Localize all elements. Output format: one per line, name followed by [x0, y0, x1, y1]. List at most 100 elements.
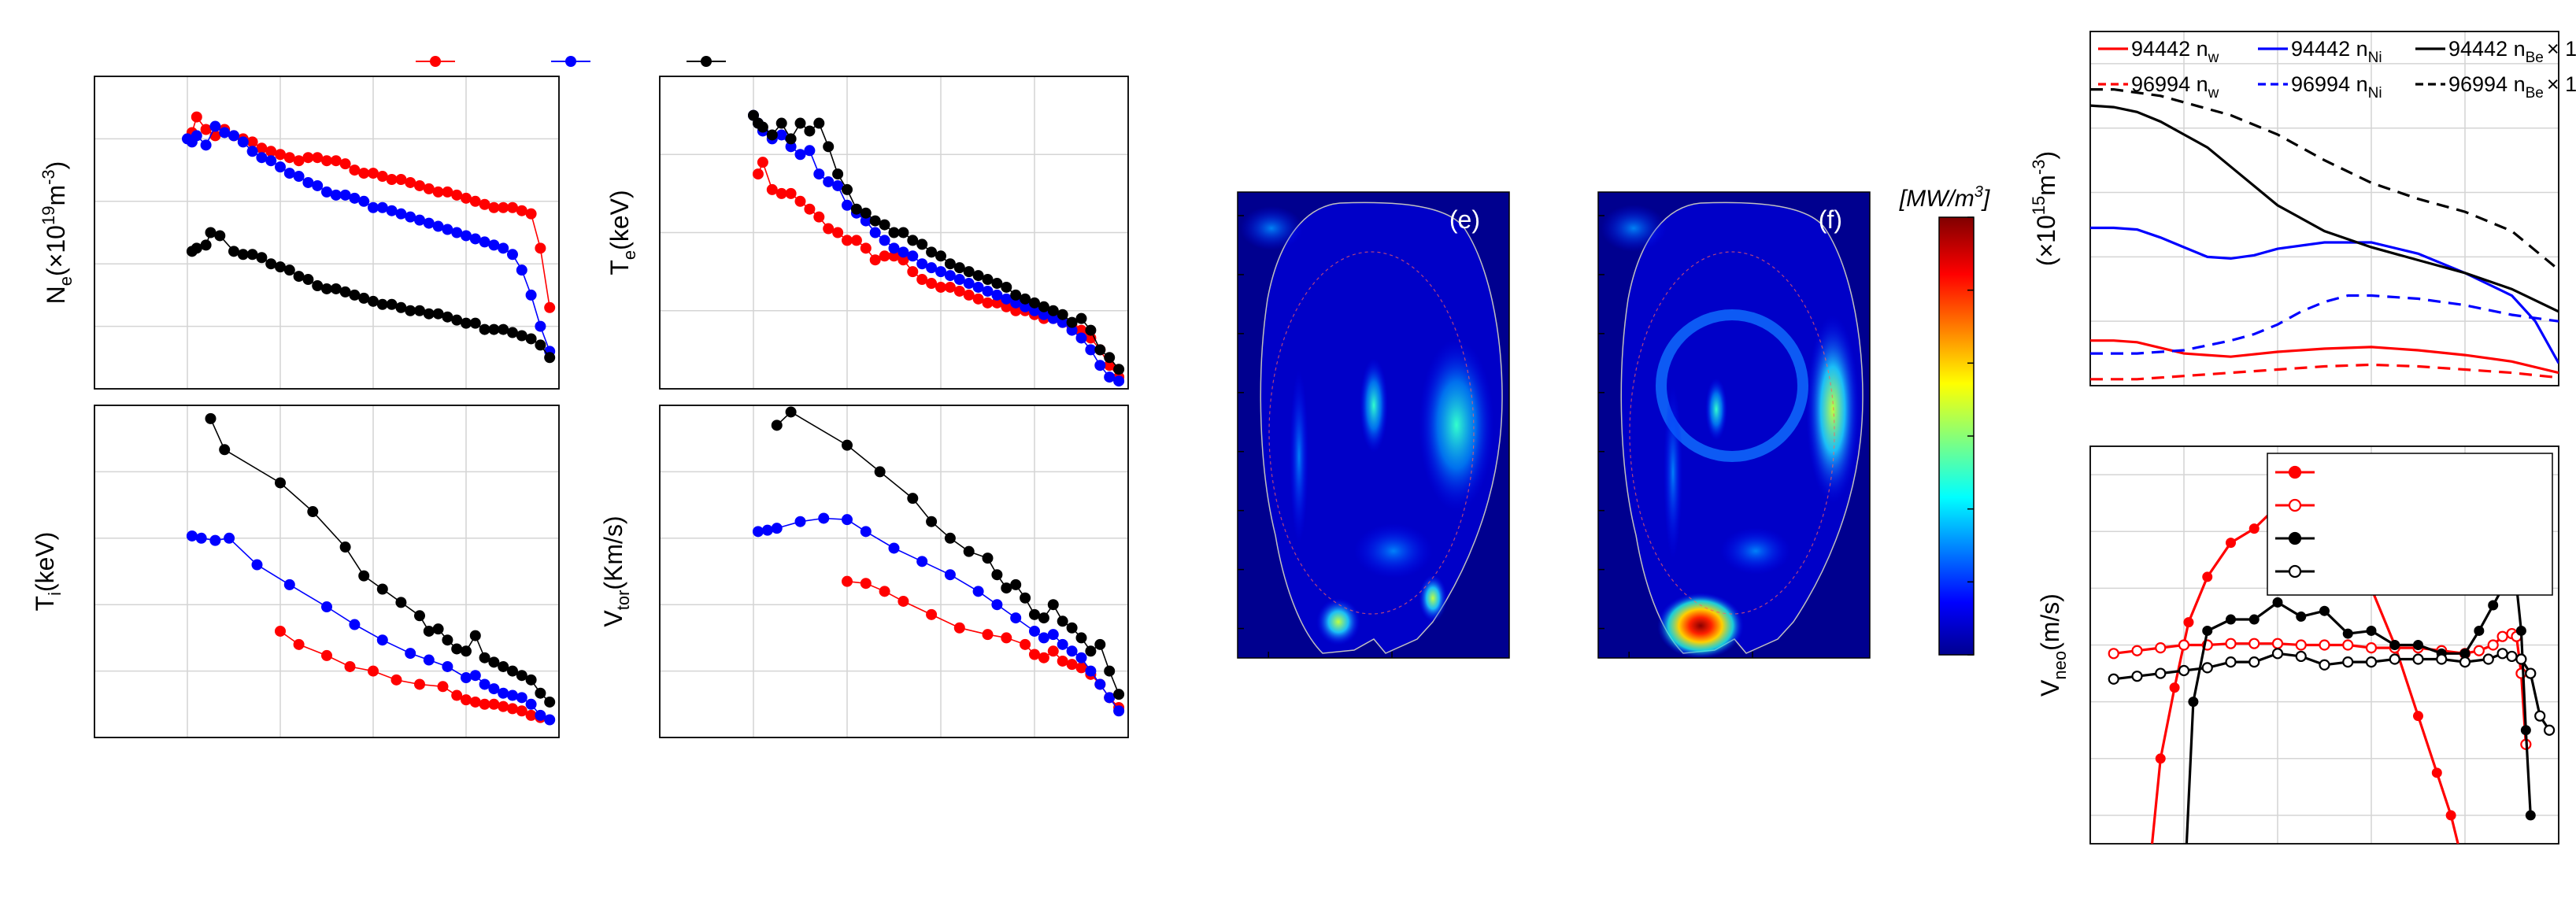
data-point — [344, 660, 356, 672]
data-point — [879, 235, 890, 246]
data-point — [507, 327, 518, 338]
data-point — [2365, 656, 2378, 668]
data-point — [330, 155, 342, 167]
data-point — [2365, 642, 2378, 654]
data-point — [823, 223, 835, 235]
data-point — [982, 285, 994, 297]
panel-b-electron-temperature: Te(keV) — [605, 76, 1129, 390]
data-point — [461, 672, 472, 684]
data-point — [842, 183, 853, 195]
data-point — [237, 249, 249, 261]
data-point — [1057, 309, 1068, 320]
data-point — [283, 264, 295, 276]
data-point — [879, 586, 890, 597]
data-point — [1113, 364, 1125, 375]
data-point — [2319, 605, 2330, 616]
data-point — [991, 278, 1003, 290]
data-point — [479, 652, 490, 663]
data-point — [423, 625, 435, 637]
data-point — [1001, 582, 1012, 594]
panel-a-density: Ne(×1019m-3) — [39, 76, 560, 390]
data-point — [2544, 724, 2556, 736]
data-point — [2272, 597, 2283, 608]
data-point — [1113, 689, 1125, 700]
data-point — [842, 514, 853, 526]
data-point — [200, 124, 212, 135]
series-line-94442-nw — [2090, 339, 2559, 375]
data-point — [785, 406, 797, 418]
data-point — [1020, 638, 1031, 650]
plot-frame — [2089, 445, 2559, 845]
data-point — [488, 683, 500, 695]
data-point — [535, 687, 546, 699]
data-point — [898, 227, 909, 238]
data-point — [395, 597, 407, 608]
data-point — [442, 660, 453, 672]
data-point — [991, 289, 1003, 301]
data-point — [535, 320, 546, 332]
data-point — [376, 171, 388, 183]
colorbar-unit: [MW/m3] — [1899, 183, 1990, 212]
legend-entry-g: 94442 nBe× 10 — [2448, 37, 2576, 66]
data-point — [775, 117, 787, 129]
data-point — [2366, 625, 2377, 636]
data-point — [794, 195, 806, 207]
y-axis-label: Ne(×1019m-3) — [39, 161, 76, 305]
data-point — [1066, 645, 1078, 657]
data-point — [451, 189, 463, 201]
data-point — [1066, 622, 1078, 634]
data-point — [1038, 652, 1049, 663]
data-point — [963, 545, 975, 557]
data-point — [246, 249, 258, 261]
data-point — [1075, 332, 1087, 344]
data-point — [850, 203, 862, 215]
panel-h-neoclassical-velocity: Vneo(m/s) — [2036, 445, 2559, 845]
data-point — [516, 670, 527, 682]
heatmap-f-blob-center — [1705, 378, 1727, 441]
data-point — [1075, 652, 1087, 663]
series-line-94442 — [209, 418, 550, 703]
data-point — [437, 681, 449, 693]
data-point — [1075, 632, 1087, 644]
heatmap-axes — [1238, 215, 1753, 658]
data-point — [368, 201, 379, 213]
data-point — [907, 266, 919, 278]
data-point — [479, 678, 490, 690]
data-point — [200, 139, 212, 151]
data-point — [2342, 628, 2353, 639]
data-point — [1038, 632, 1049, 644]
data-point — [2515, 625, 2526, 636]
data-point — [395, 301, 407, 313]
data-point — [349, 619, 361, 630]
data-point — [2445, 810, 2456, 821]
heatmap-e-blob-divertor — [1316, 598, 1360, 645]
panel-g-impurity-density: (×1015m-3) 94442 nw 94442 nNi 94442 nBe× 10… — [2029, 31, 2576, 386]
data-point — [395, 208, 407, 220]
data-point — [488, 201, 500, 213]
data-point — [926, 608, 938, 620]
data-point — [907, 493, 919, 505]
plot-frame — [659, 76, 1129, 390]
data-point — [1066, 316, 1078, 328]
data-point — [293, 155, 305, 167]
plot-frame — [659, 405, 1129, 738]
series-line-94442-nni — [2090, 226, 2559, 364]
data-point — [191, 130, 202, 142]
data-point — [321, 155, 332, 167]
data-point — [2131, 671, 2143, 682]
data-point — [869, 227, 881, 238]
data-point — [935, 266, 946, 278]
data-point — [358, 168, 370, 179]
data-point — [963, 266, 975, 278]
heatmap-e-blob-right — [1419, 338, 1494, 512]
y-axis-label: Te(keV) — [605, 190, 639, 275]
data-point — [2436, 653, 2448, 665]
data-point — [1113, 375, 1125, 387]
data-point — [200, 239, 212, 251]
data-point — [842, 199, 853, 211]
heatmap-f-ring — [1656, 309, 1808, 462]
data-point — [1029, 608, 1040, 620]
data-point — [2389, 640, 2400, 650]
data-point — [265, 155, 277, 167]
data-point — [860, 578, 872, 590]
